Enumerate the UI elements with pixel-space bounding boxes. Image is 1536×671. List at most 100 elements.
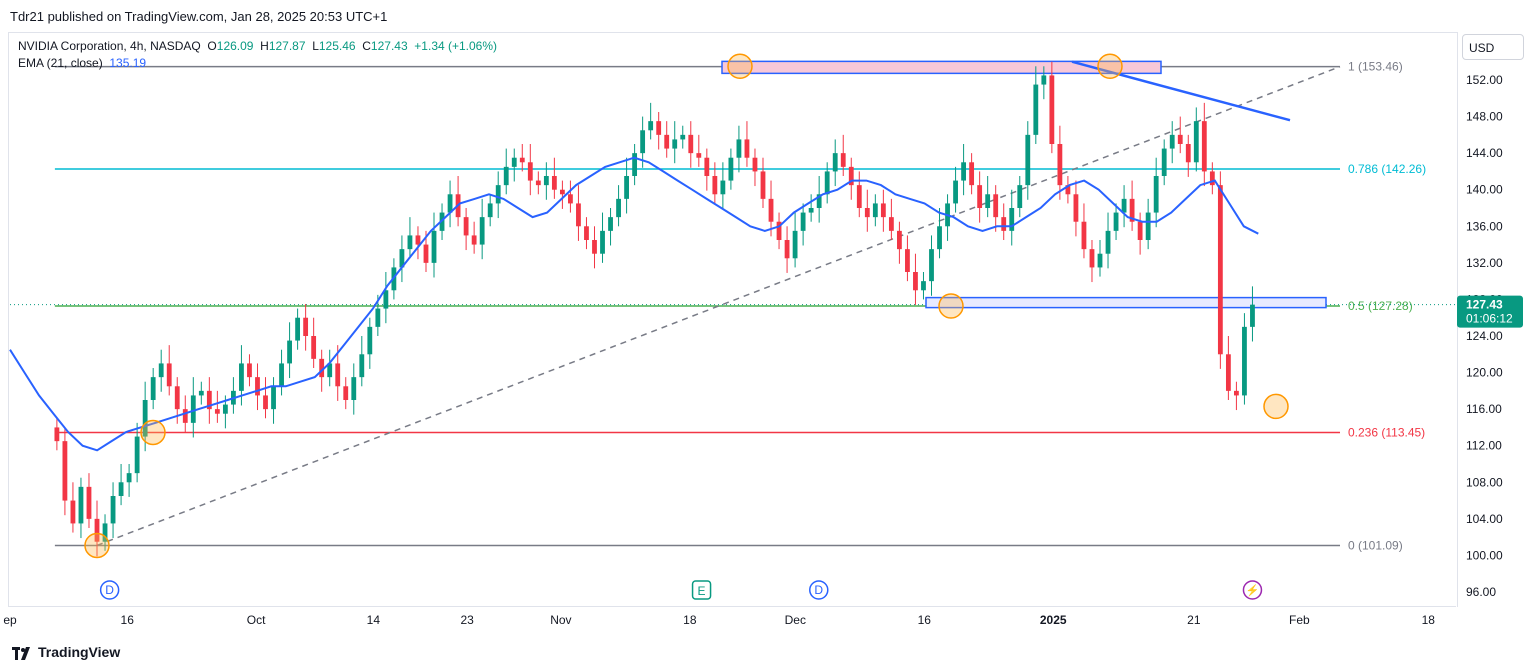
candle-body <box>463 217 469 236</box>
candle-body <box>1169 134 1175 149</box>
fib-level-label: 0.236 (113.45) <box>1348 425 1425 439</box>
time-axis[interactable] <box>8 606 1456 637</box>
candle-body <box>961 162 967 181</box>
candle-body <box>303 317 309 336</box>
candle-body <box>1177 134 1183 144</box>
earnings-event-icon <box>691 580 712 600</box>
candle-body <box>1057 144 1063 186</box>
candle-body <box>1121 198 1127 213</box>
candle-body <box>335 363 341 387</box>
symbol-description[interactable]: NVIDIA Corporation, 4h, NASDAQ <box>18 39 201 53</box>
candle-body <box>704 157 710 176</box>
candle-body <box>182 409 188 423</box>
candle-body <box>776 221 782 240</box>
candle-body <box>142 400 148 437</box>
candle-body <box>1242 326 1247 396</box>
price-tick-label: 96.00 <box>1466 585 1496 599</box>
candle-body <box>640 130 646 154</box>
highlight-circle <box>84 532 110 559</box>
candle-body <box>1009 208 1015 231</box>
time-tick-label: 18 <box>683 613 697 627</box>
candle-body <box>431 230 437 263</box>
ema-row: EMA (21, close) 135.19 <box>18 55 497 72</box>
candle-body <box>1097 253 1103 268</box>
candle-body <box>905 249 910 272</box>
last-price-tag <box>1457 295 1523 328</box>
candle-body <box>848 166 854 186</box>
low-label: L <box>312 39 319 53</box>
candle-body <box>816 194 822 208</box>
highlight-circle <box>140 419 166 446</box>
open-label: O <box>207 39 217 53</box>
candle-body <box>1161 148 1167 176</box>
candle-body <box>423 244 429 263</box>
candle-body <box>856 185 862 208</box>
candle-body <box>768 198 774 222</box>
support-zone <box>925 296 1327 309</box>
candle-body <box>255 377 260 396</box>
candle-body <box>559 189 565 195</box>
ohlc-row: NVIDIA Corporation, 4h, NASDAQ O126.09 H… <box>18 38 497 55</box>
candle-body <box>279 363 284 387</box>
candle-body <box>166 363 172 387</box>
footer-brand: TradingView <box>12 644 120 660</box>
currency-button[interactable]: USD <box>1462 34 1524 60</box>
candle-body <box>471 235 477 245</box>
time-tick-label: 16 <box>121 613 135 627</box>
time-tick-label: 18 <box>1422 613 1436 627</box>
candle-body <box>479 217 485 245</box>
ema-label[interactable]: EMA (21, close) <box>18 56 103 70</box>
low-value: 125.46 <box>318 39 356 53</box>
dividend-event-icon <box>99 580 120 600</box>
publish-header: Tdr21 published on TradingView.com, Jan … <box>0 0 1536 32</box>
close-value: 127.43 <box>370 39 408 53</box>
candle-body <box>206 390 212 410</box>
event-label: D <box>105 583 114 597</box>
candle-body <box>487 203 493 218</box>
time-tick-label: 2025 <box>1040 613 1067 627</box>
fib-level-label: 0 (101.09) <box>1348 538 1403 552</box>
candle-body <box>543 176 549 186</box>
price-tick-label: 120.00 <box>1466 366 1503 380</box>
price-tick-label: 116.00 <box>1466 402 1502 416</box>
candle-body <box>86 486 92 519</box>
candle-body <box>728 157 734 181</box>
candle-body <box>287 340 292 364</box>
time-tick-label: ep <box>3 613 17 627</box>
candle-body <box>1234 390 1239 396</box>
candle-body <box>1113 212 1119 231</box>
candle-body <box>896 230 902 250</box>
candle-body <box>1105 230 1111 254</box>
event-label: D <box>814 583 823 597</box>
event-label: ⚡ <box>1246 584 1260 597</box>
candle-body <box>568 194 573 204</box>
candle-body <box>190 395 196 423</box>
candle-body <box>632 153 638 176</box>
open-value: 126.09 <box>216 39 254 53</box>
candle-body <box>913 272 918 291</box>
time-tick-label: 16 <box>918 613 932 627</box>
tradingview-logo-icon <box>12 646 30 660</box>
candle-body <box>688 134 694 154</box>
time-tick-label: 21 <box>1187 613 1201 627</box>
candle-body <box>1081 221 1087 250</box>
candle-body <box>214 409 220 414</box>
candle-body <box>94 518 100 542</box>
candle-body <box>1073 194 1079 222</box>
candle-body <box>1145 212 1151 240</box>
candle-body <box>1033 84 1039 135</box>
candle-body <box>824 171 830 195</box>
candle-body <box>551 176 557 190</box>
candle-body <box>808 208 814 213</box>
candle-body <box>1250 304 1255 327</box>
candle-body <box>62 441 68 501</box>
candle-body <box>327 363 333 378</box>
price-tick-label: 108.00 <box>1466 475 1503 489</box>
candle-body <box>1049 75 1055 144</box>
candle-body <box>1217 185 1223 355</box>
price-tick-label: 144.00 <box>1466 146 1503 160</box>
candle-body <box>247 363 252 378</box>
candle-body <box>54 427 60 442</box>
candle-body <box>744 139 750 158</box>
